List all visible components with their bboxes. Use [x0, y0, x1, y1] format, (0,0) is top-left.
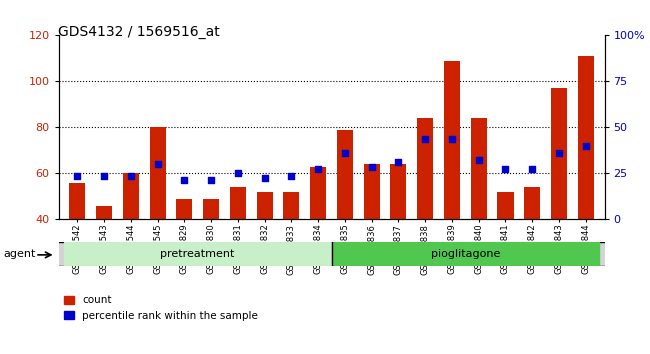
- Point: [367, 164, 377, 169]
- Bar: [391, 164, 406, 219]
- Bar: [69, 183, 85, 219]
- Point: [527, 166, 538, 172]
- Bar: [64, 242, 332, 266]
- Point: [473, 157, 484, 162]
- Bar: [524, 187, 540, 219]
- Point: [125, 173, 136, 178]
- Point: [286, 173, 296, 178]
- Bar: [203, 199, 219, 219]
- Point: [206, 178, 216, 183]
- Point: [340, 150, 350, 155]
- Bar: [257, 192, 272, 219]
- Bar: [551, 88, 567, 219]
- Text: pioglitagone: pioglitagone: [431, 249, 500, 259]
- Point: [72, 173, 83, 178]
- Bar: [123, 173, 139, 219]
- Point: [179, 178, 190, 183]
- Point: [420, 136, 430, 142]
- Point: [259, 175, 270, 181]
- Text: agent: agent: [3, 249, 36, 259]
- Bar: [417, 118, 433, 219]
- Point: [447, 136, 457, 142]
- Bar: [363, 164, 380, 219]
- Point: [554, 150, 564, 155]
- Point: [393, 159, 404, 165]
- Bar: [176, 199, 192, 219]
- Bar: [96, 206, 112, 219]
- Text: pretreatment: pretreatment: [161, 249, 235, 259]
- Point: [99, 173, 109, 178]
- Bar: [471, 118, 487, 219]
- Legend: count, percentile rank within the sample: count, percentile rank within the sample: [64, 296, 258, 321]
- Bar: [497, 192, 514, 219]
- Point: [233, 171, 243, 176]
- Bar: [310, 166, 326, 219]
- Bar: [337, 130, 353, 219]
- Bar: [444, 61, 460, 219]
- Bar: [578, 56, 594, 219]
- Point: [313, 166, 323, 172]
- Text: GDS4132 / 1569516_at: GDS4132 / 1569516_at: [58, 25, 220, 39]
- Bar: [332, 242, 599, 266]
- Bar: [230, 187, 246, 219]
- Point: [500, 166, 511, 172]
- Bar: [283, 192, 300, 219]
- Point: [152, 161, 162, 167]
- Point: [580, 143, 591, 149]
- Bar: [150, 127, 166, 219]
